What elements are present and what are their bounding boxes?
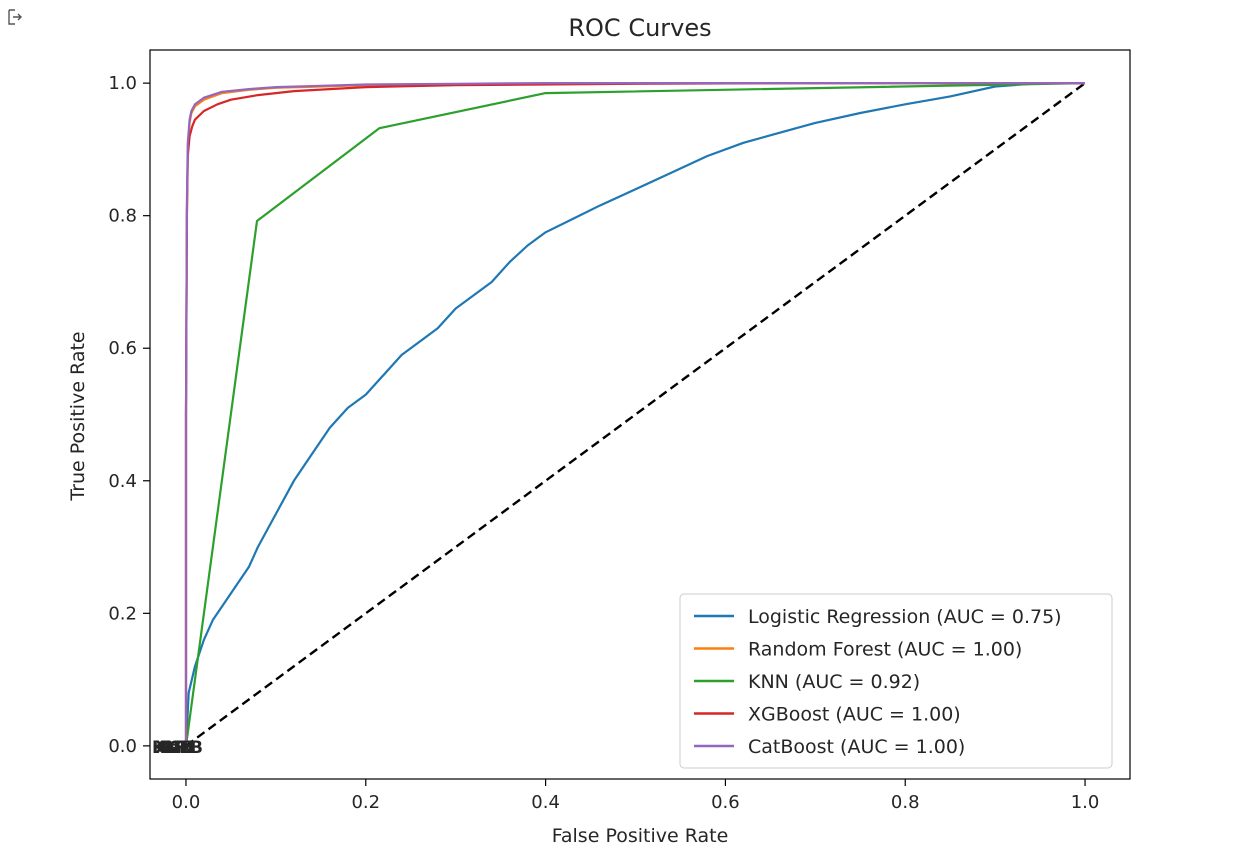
legend-label: CatBoost (AUC = 1.00) [748, 736, 965, 758]
origin-point-label: LR [164, 738, 188, 758]
series-line-0 [184, 81, 1085, 746]
y-tick-label: 1.0 [108, 73, 137, 94]
x-axis-label: False Positive Rate [552, 825, 729, 847]
series-line-2 [184, 82, 1086, 747]
legend-label: Random Forest (AUC = 1.00) [748, 639, 1022, 661]
y-axis-label: True Positive Rate [67, 331, 89, 501]
chart-title: ROC Curves [568, 14, 711, 42]
x-tick-label: 0.8 [891, 792, 920, 813]
legend-label: Logistic Regression (AUC = 0.75) [748, 606, 1062, 628]
legend: Logistic Regression (AUC = 0.75) Random F… [679, 593, 1113, 769]
legend-box [679, 593, 1113, 769]
y-tick-label: 0.0 [108, 736, 137, 757]
x-tick-label: 1.0 [1071, 792, 1100, 813]
legend-label: XGBoost (AUC = 1.00) [748, 704, 961, 726]
x-tick-label: 0.0 [172, 792, 201, 813]
y-tick-label: 0.2 [108, 603, 137, 624]
y-tick-label: 0.6 [108, 338, 137, 359]
x-tick-label: 0.2 [351, 792, 380, 813]
plot-frame [149, 49, 1131, 780]
origin-point-label: RF [161, 738, 186, 758]
chance-diagonal-line [185, 82, 1086, 747]
origin-point-label: XGB [155, 738, 195, 758]
x-tick-label: 0.4 [531, 792, 560, 813]
origin-point-label: CatB [158, 738, 203, 758]
y-tick-label: 0.4 [108, 471, 137, 492]
legend-label: KNN (AUC = 0.92) [748, 671, 920, 693]
x-tick-label: 0.6 [711, 792, 740, 813]
y-tick-label: 0.8 [108, 206, 137, 227]
series-line-4 [184, 81, 1085, 746]
origin-point-label: KNN [152, 738, 194, 758]
output-arrow-icon [8, 9, 22, 25]
